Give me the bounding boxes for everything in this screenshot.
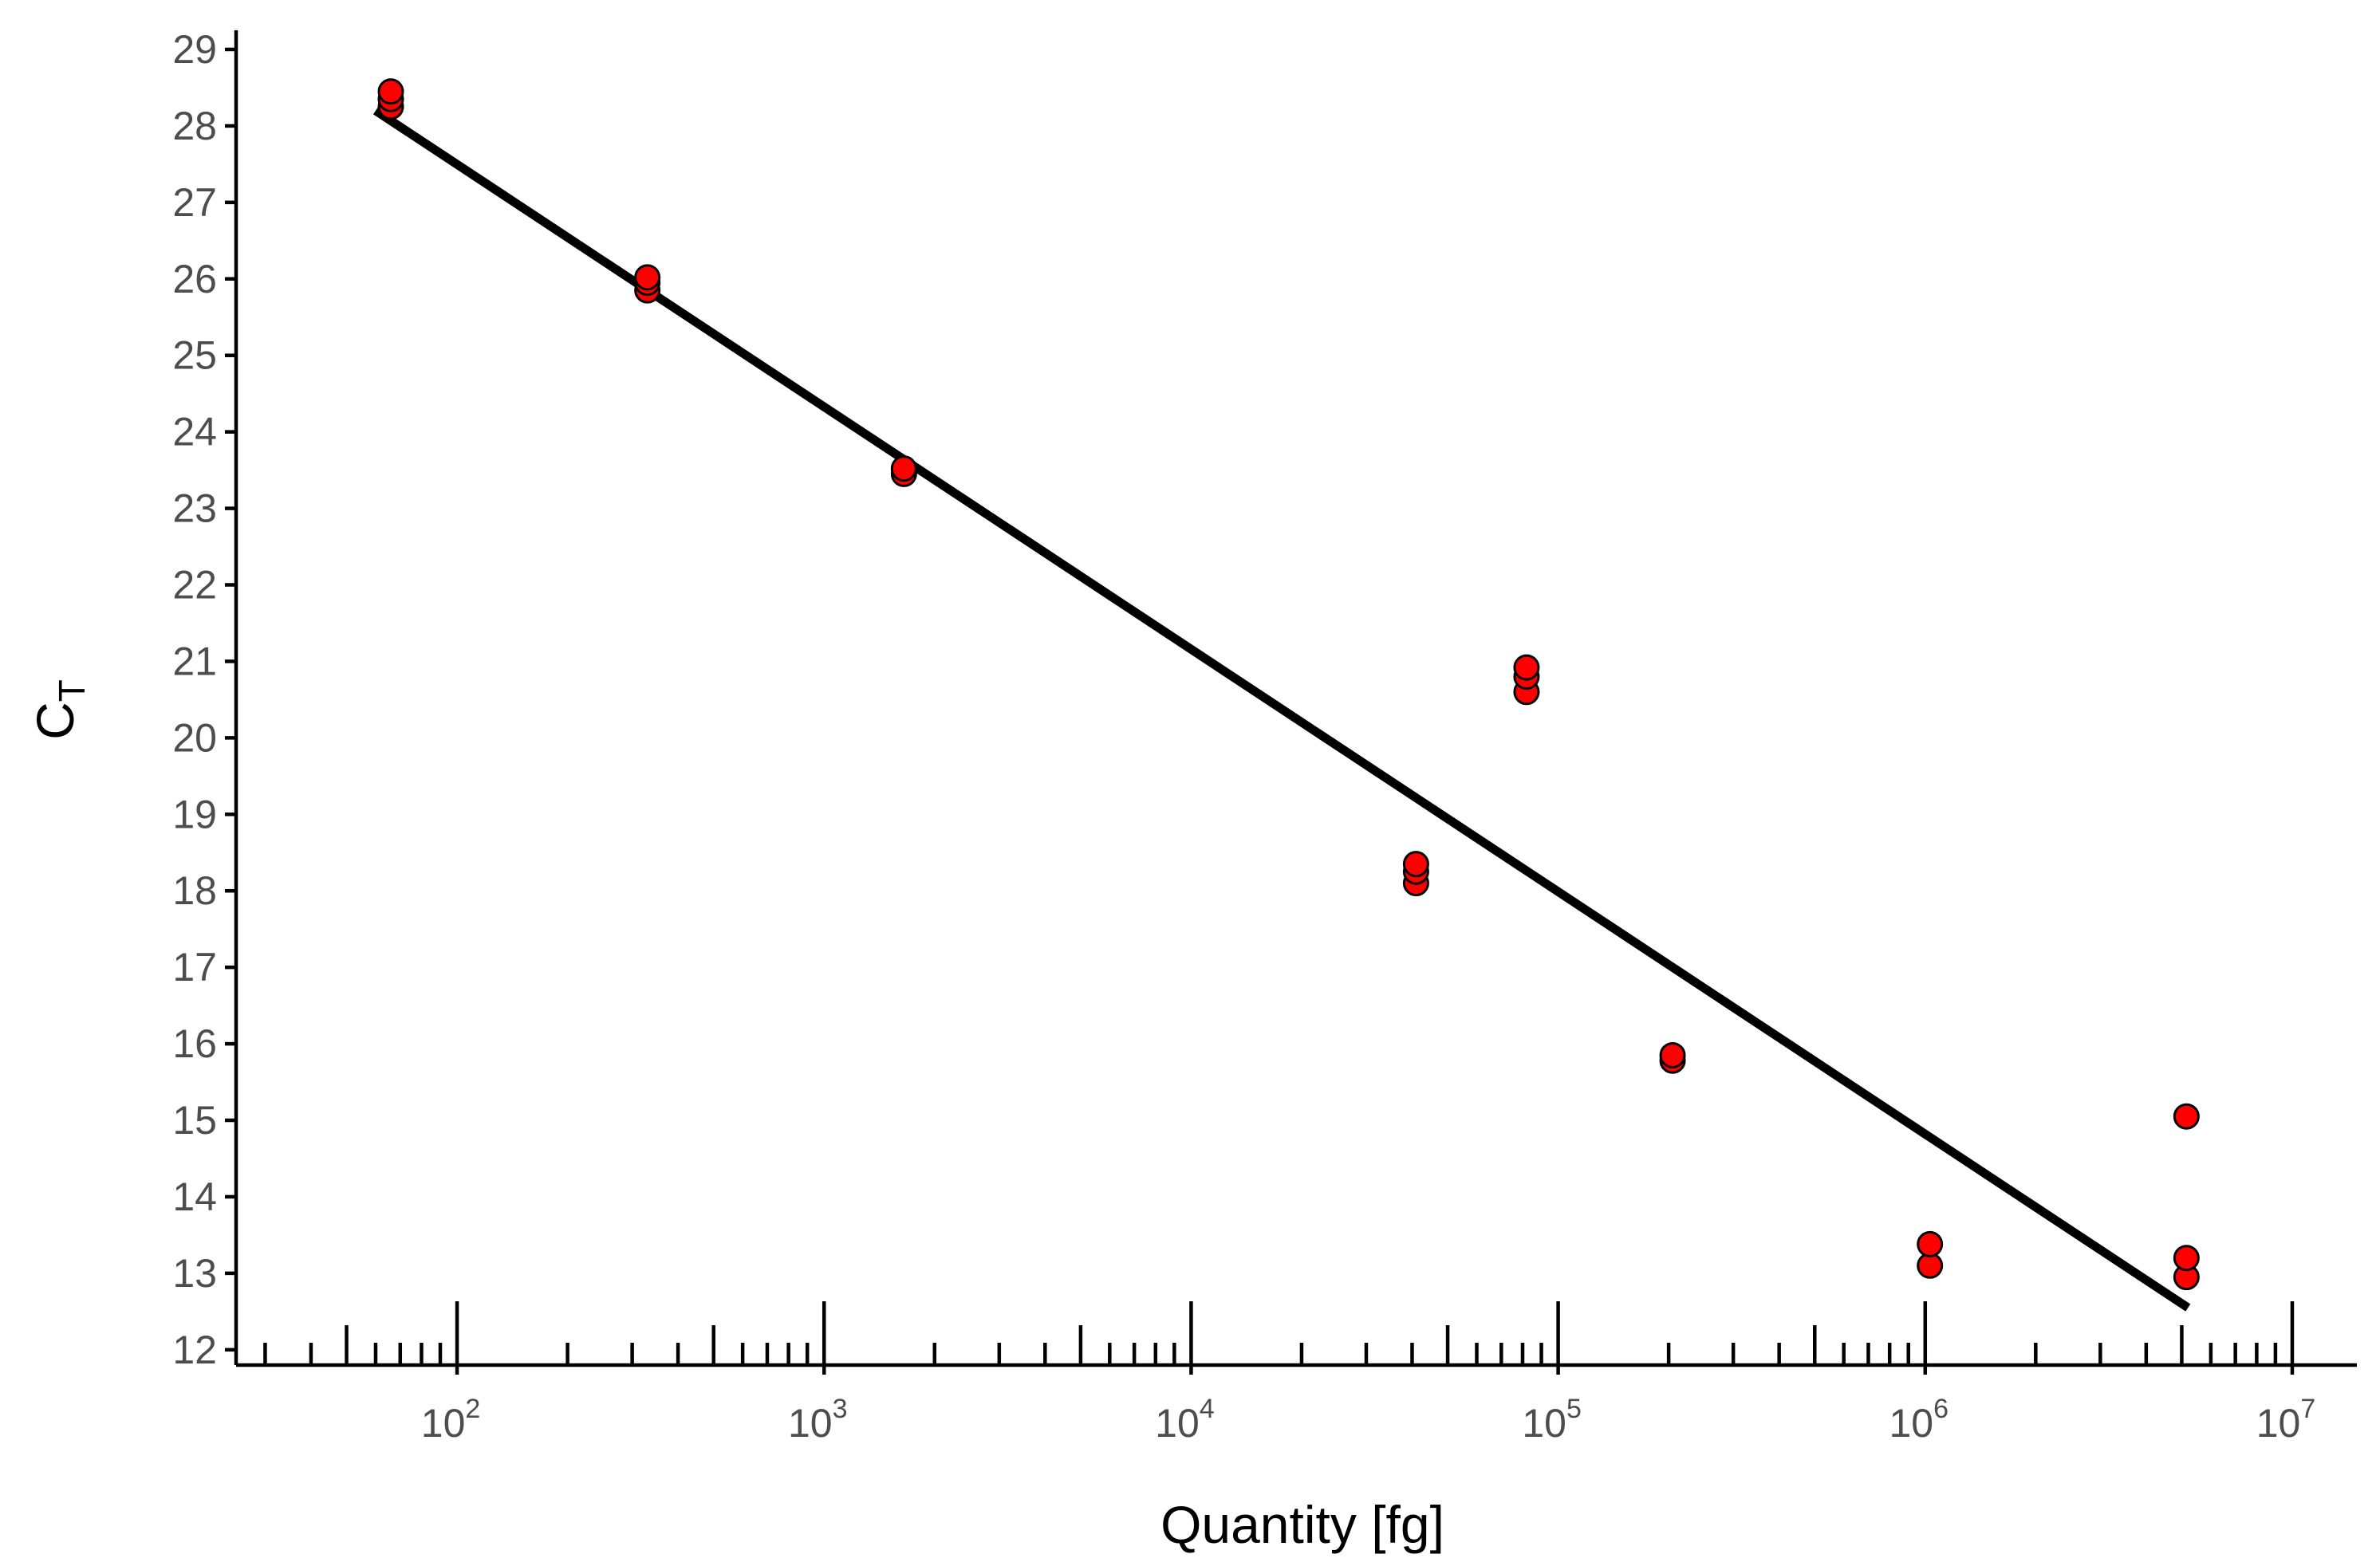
y-tick-label: 18 (172, 868, 217, 913)
y-tick-label: 24 (172, 410, 217, 454)
regression-line (372, 107, 2191, 1312)
data-point (1513, 654, 1540, 681)
data-point (1917, 1230, 1944, 1257)
x-tick-label: 104 (1155, 1394, 1215, 1446)
y-tick-label: 29 (172, 27, 217, 72)
y-axis-title: CT (26, 679, 93, 740)
x-tick-label: 103 (788, 1394, 848, 1446)
x-tick-label-exponent: 6 (1933, 1394, 1949, 1424)
y-tick-label: 14 (172, 1174, 217, 1219)
y-tick-label: 15 (172, 1098, 217, 1143)
y-tick-label: 25 (172, 333, 217, 378)
data-point (1659, 1041, 1686, 1068)
y-tick-label: 20 (172, 715, 217, 760)
y-tick-label: 17 (172, 945, 217, 990)
x-tick-label: 107 (2256, 1394, 2316, 1446)
x-tick-label: 105 (1522, 1394, 1582, 1446)
x-tick-label-exponent: 2 (465, 1394, 480, 1424)
y-tick-label: 28 (172, 104, 217, 148)
data-point (2173, 1245, 2200, 1272)
x-tick-label-base: 10 (1889, 1401, 1934, 1446)
x-tick-label-exponent: 7 (2300, 1394, 2315, 1424)
x-tick-label-base: 10 (421, 1401, 466, 1446)
y-tick-label: 13 (172, 1251, 217, 1296)
y-axis-title-base: C (26, 702, 85, 740)
x-tick-label-base: 10 (2256, 1401, 2301, 1446)
y-tick-label: 16 (172, 1021, 217, 1066)
data-points-layer (377, 78, 2200, 1291)
axis-titles: Quantity [fg] CT (26, 679, 1444, 1554)
y-tick-label: 27 (172, 180, 217, 225)
y-axis-title-subscript: T (51, 679, 93, 702)
y-tick-label: 12 (172, 1328, 217, 1372)
data-point (890, 455, 917, 482)
y-tick-label: 22 (172, 563, 217, 608)
data-point (377, 78, 404, 105)
y-tick-label: 23 (172, 486, 217, 531)
x-tick-label: 102 (421, 1394, 481, 1446)
y-tick-label: 19 (172, 792, 217, 836)
x-tick-label-base: 10 (788, 1401, 833, 1446)
regression-line-layer (372, 107, 2191, 1312)
x-tick-label-exponent: 4 (1200, 1394, 1215, 1424)
data-point (2173, 1103, 2200, 1130)
x-axis-title: Quantity [fg] (1160, 1495, 1444, 1554)
data-point (1402, 851, 1429, 878)
x-tick-label: 106 (1889, 1394, 1949, 1446)
x-tick-label-exponent: 5 (1566, 1394, 1582, 1424)
y-tick-label: 26 (172, 257, 217, 301)
y-tick-label: 21 (172, 639, 217, 683)
x-tick-label-base: 10 (1155, 1401, 1200, 1446)
x-tick-label-base: 10 (1522, 1401, 1566, 1446)
data-point (634, 264, 661, 291)
x-tick-label-exponent: 3 (833, 1394, 848, 1424)
